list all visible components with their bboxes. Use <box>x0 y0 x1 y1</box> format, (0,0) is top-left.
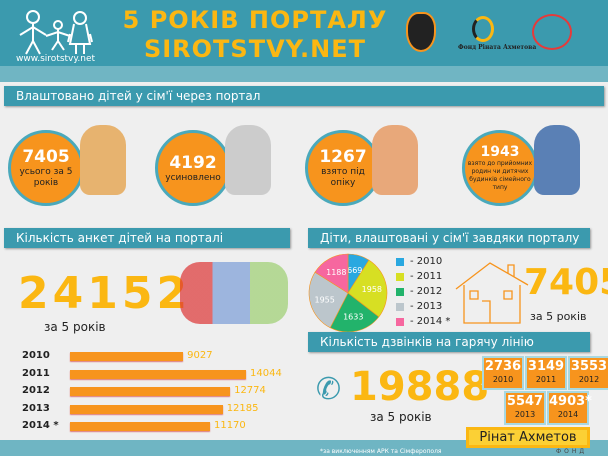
legend-swatch <box>396 287 404 296</box>
bar-value: 11170 <box>213 420 246 431</box>
section-title-placed: Влаштовано дітей у сім'ї через портал <box>4 86 604 106</box>
phone-icon: ✆ <box>316 372 342 407</box>
shakhtar-logo <box>406 12 436 52</box>
bar-label: 2011 <box>22 367 50 379</box>
calls-year: 2011 <box>535 375 557 384</box>
calls-count: 3149 <box>527 359 565 374</box>
boy-cape-illustration <box>534 125 580 195</box>
profiles-period: за 5 років <box>44 320 106 334</box>
girls-jump-rope-illustration <box>180 262 288 324</box>
calls-year: 2013 <box>514 410 536 419</box>
legend-item: - 2014 * <box>396 314 450 329</box>
house-drawing-icon <box>455 262 529 324</box>
footer-band <box>0 440 608 456</box>
title-line-2: SIROTSTVY.NET <box>143 35 367 63</box>
pie-slice <box>347 259 388 318</box>
legend-item: - 2011 <box>396 269 450 284</box>
calls-count: 5547 <box>506 394 544 409</box>
bar <box>70 422 210 431</box>
pie-label: 1958 <box>362 285 382 294</box>
bar <box>70 369 246 379</box>
foundation-logo-icon <box>472 16 494 42</box>
foundation-brand: Рінат Ахметов <box>466 427 590 448</box>
legend-item: - 2012 <box>396 284 450 299</box>
pie-label: 1633 <box>343 313 363 322</box>
stat-total: 7405 усього за 5 років <box>8 130 84 206</box>
pie-label: 669 <box>347 266 362 275</box>
children-total: 7405 <box>524 262 608 303</box>
girl-hoop-illustration <box>372 125 418 195</box>
legend-swatch <box>396 302 404 311</box>
legend-item: - 2013 <box>396 299 450 314</box>
site-url[interactable]: www.sirotstvy.net <box>16 54 96 64</box>
title-line-1: 5 РОКІВ ПОРТАЛУ <box>122 6 388 34</box>
section-title-children: Діти, влаштовані у сім'ї завдяки порталу <box>308 228 590 248</box>
children-period: за 5 років <box>530 310 587 323</box>
legend-swatch <box>396 317 404 326</box>
bar <box>70 404 223 414</box>
calls-year-box: 3149 2011 <box>525 356 567 390</box>
stat-guardianship: 1267 взято під опіку <box>305 130 381 206</box>
calls-year-box: 2736 2010 <box>482 356 524 390</box>
legend-label: - 2014 * <box>410 316 451 327</box>
legend-label: - 2010 <box>410 256 443 267</box>
legend-label: - 2013 <box>410 301 443 312</box>
calls-year: 2012 <box>578 375 600 384</box>
bar-label: 2010 <box>22 350 50 361</box>
bar-label: 2013 <box>22 402 50 414</box>
calls-year-box: 5547 2013 <box>504 391 546 425</box>
section-title-profiles: Кількість анкет дітей на порталі <box>4 228 290 248</box>
pie-slice <box>314 253 349 294</box>
calls-count: 2736 <box>484 359 522 374</box>
header-strip <box>0 66 608 82</box>
calls-year-box: 3553 2012 <box>568 356 608 390</box>
pie-slice <box>308 271 349 329</box>
pie-label: 1955 <box>314 295 334 304</box>
children-pie-chart: 669 1958 1633 1955 1188 <box>308 253 388 333</box>
calls-count: 4903* <box>549 394 592 409</box>
pie-legend: - 2010 - 2011 - 2012 - 2013 - 2014 * <box>396 254 450 329</box>
pie-slice <box>329 292 380 333</box>
header <box>0 0 608 66</box>
legend-swatch <box>396 257 404 266</box>
calls-year-box: 4903* 2014 <box>547 391 592 425</box>
calls-count: 3553 <box>570 359 608 374</box>
legend-swatch <box>396 272 404 281</box>
legend-label: - 2011 <box>410 271 443 282</box>
calls-year: 2014 <box>557 410 579 419</box>
boy-toy-illustration <box>80 125 126 195</box>
bar-value: 9027 <box>187 350 213 361</box>
family-logo-icon <box>19 10 93 55</box>
bar <box>70 352 184 361</box>
pie-label: 1188 <box>326 268 346 277</box>
bar-label: 2012 <box>22 385 50 396</box>
partner-logo <box>532 14 572 50</box>
boy-football-illustration <box>225 125 271 195</box>
foundation-logo-text: Фонд Ріната Ахметова <box>458 44 537 51</box>
calls-total: 19888 <box>350 364 490 410</box>
foundation-brand-sub: ФОНД <box>556 448 588 455</box>
bar-label: 2014 * <box>22 420 59 431</box>
bar-value: 12185 <box>226 402 259 414</box>
bar <box>70 387 231 396</box>
legend-label: - 2012 <box>410 286 443 297</box>
legend-item: - 2010 <box>396 254 450 269</box>
calls-year: 2010 <box>492 375 514 384</box>
profiles-total: 24152 <box>18 268 192 319</box>
footnote: *за виключенням АРК та Сімферополя <box>320 448 442 455</box>
section-title-calls: Кількість дзвінків на гарячу лінію <box>308 332 590 352</box>
stat-foster: 1943 взято до прийомних родин чи дитячих … <box>462 130 538 206</box>
bar-value: 14044 <box>250 367 282 379</box>
bar-value: 12774 <box>234 385 266 396</box>
stat-adopted: 4192 усиновлено <box>155 130 231 206</box>
calls-period: за 5 років <box>370 410 432 424</box>
